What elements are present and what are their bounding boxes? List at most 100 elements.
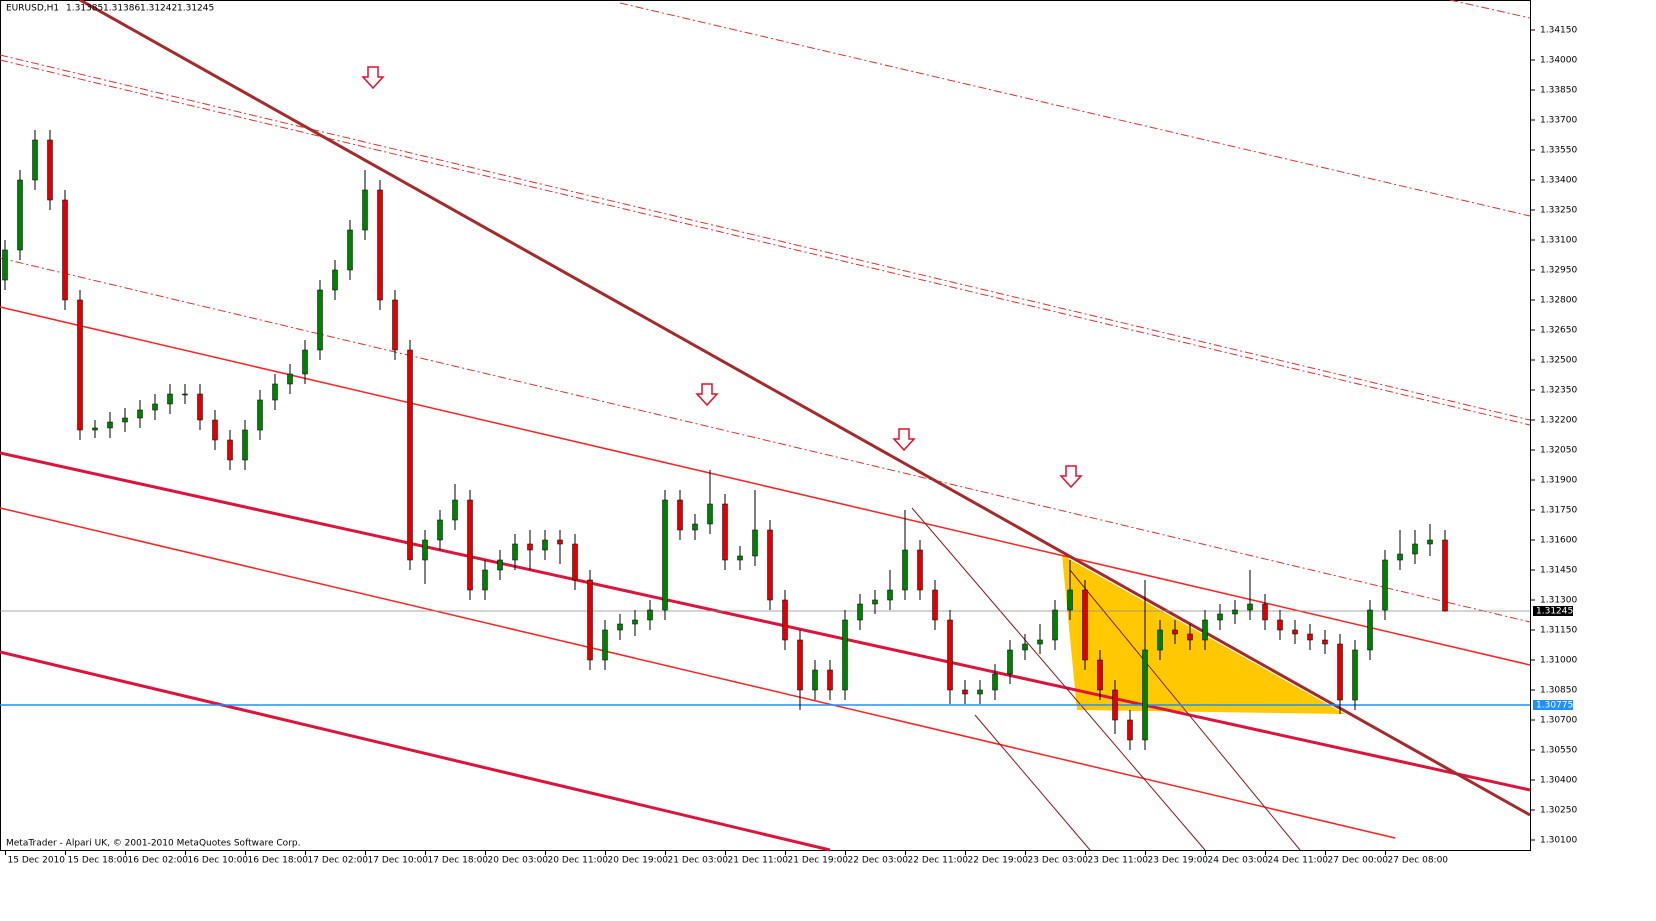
candle-body [392,299,398,351]
x-tick-label: 21 Dec 19:00 [788,856,849,866]
candle-body [347,229,353,271]
x-tick-label: 23 Dec 19:00 [1148,856,1209,866]
candle-body [887,589,893,601]
candle-body [1232,609,1238,615]
candle-body [1427,539,1433,545]
y-tick-label: 1.33550 [1540,146,1577,156]
x-tick-label: 23 Dec 11:00 [1088,856,1149,866]
y-tick-label: 1.31450 [1540,566,1577,576]
x-tick-label: 23 Dec 03:00 [1028,856,1089,866]
candle-body [737,555,743,561]
x-tick-label: 20 Dec 03:00 [488,856,549,866]
y-tick-label: 1.32500 [1540,356,1577,366]
y-tick-label: 1.32350 [1540,386,1577,396]
candle-body [1322,639,1328,645]
x-tick-label: 22 Dec 19:00 [968,856,1029,866]
y-tick-label: 1.32200 [1540,416,1577,426]
x-tick-label: 20 Dec 11:00 [548,856,609,866]
candle-body [287,373,293,385]
candle-body [1052,609,1058,641]
x-tick-label: 17 Dec 10:00 [368,856,429,866]
y-tick-label: 1.33100 [1540,236,1577,246]
candle-body [842,619,848,691]
x-tick-label: 15 Dec 2010 [8,856,66,866]
header-value: 1.31386 [103,4,140,14]
x-tick-label: 24 Dec 03:00 [1208,856,1269,866]
marks [0,130,1530,750]
y-tick-label: 1.33250 [1540,206,1577,216]
candle-body [1187,633,1193,641]
candle-body [482,569,488,591]
trend-line [0,54,1531,421]
candle-body [1397,553,1403,561]
x-tick-label: 17 Dec 02:00 [308,856,369,866]
candle-body [212,419,218,441]
x-tick-label: 16 Dec 02:00 [128,856,189,866]
candle-body [467,499,473,591]
down-arrow [1059,465,1083,489]
candle-body [167,393,173,405]
trend-line [0,257,1531,623]
candle-body [1382,559,1388,611]
candle-body [62,199,68,301]
candle-body [527,543,533,551]
trend-line [1069,569,1301,851]
footer: MetaTrader - Alpari UK, © 2001-2010 Meta… [6,839,300,849]
y-tick-label: 1.30250 [1540,806,1577,816]
x-tick-label: 16 Dec 10:00 [188,856,249,866]
candle-body [137,409,143,419]
candle-body [1097,659,1103,691]
candle-body [677,499,683,531]
candle-body [1022,643,1028,651]
candle-body [1412,543,1418,555]
x-tick-label: 17 Dec 18:00 [428,856,489,866]
candle-body [962,689,968,695]
y-tick-label: 1.31150 [1540,626,1577,636]
candle-body [782,599,788,641]
candle-body [1007,649,1013,675]
candle-body [707,503,713,525]
candle-body [1217,613,1223,621]
y-tick-label: 1.33400 [1540,176,1577,186]
candle-body [197,393,203,421]
candle-body [317,289,323,351]
candle-body [872,599,878,605]
candle-body [947,619,953,691]
candle-body [1037,639,1043,645]
candle-body [47,139,53,201]
y-tick-label: 1.34150 [1540,26,1577,36]
y-tick-label: 1.32800 [1540,296,1577,306]
x-tick-label: 27 Dec 00:00 [1328,856,1389,866]
candle-body [182,393,188,396]
candle-body [1127,719,1133,741]
candle-body [152,403,158,411]
candle-body [1367,609,1373,651]
candle-body [1307,633,1313,641]
arrows [361,66,1083,489]
candle-body [1172,629,1178,635]
candle-body [902,549,908,591]
candle-body [407,349,413,561]
price-label: 1.31245 [1536,607,1573,617]
candle-body [1352,649,1358,701]
trend-line [79,0,1531,817]
candle-body [1277,619,1283,631]
y-tick-label: 1.32650 [1540,326,1577,336]
candle-body [242,429,248,461]
candle-body [377,189,383,301]
candle-body [77,299,83,431]
header-value: 1.31245 [177,4,214,14]
down-arrow [361,66,385,90]
candle-body [1142,649,1148,741]
candle-body [1202,619,1208,641]
candle-body [272,383,278,401]
candle-body [452,499,458,521]
x-tick-label: 15 Dec 18:00 [68,856,129,866]
candle-body [767,529,773,601]
trend-line [911,507,1206,851]
candle-body [1337,643,1343,701]
candle-body [797,639,803,691]
candle-body [17,179,23,251]
candle-body [107,421,113,429]
